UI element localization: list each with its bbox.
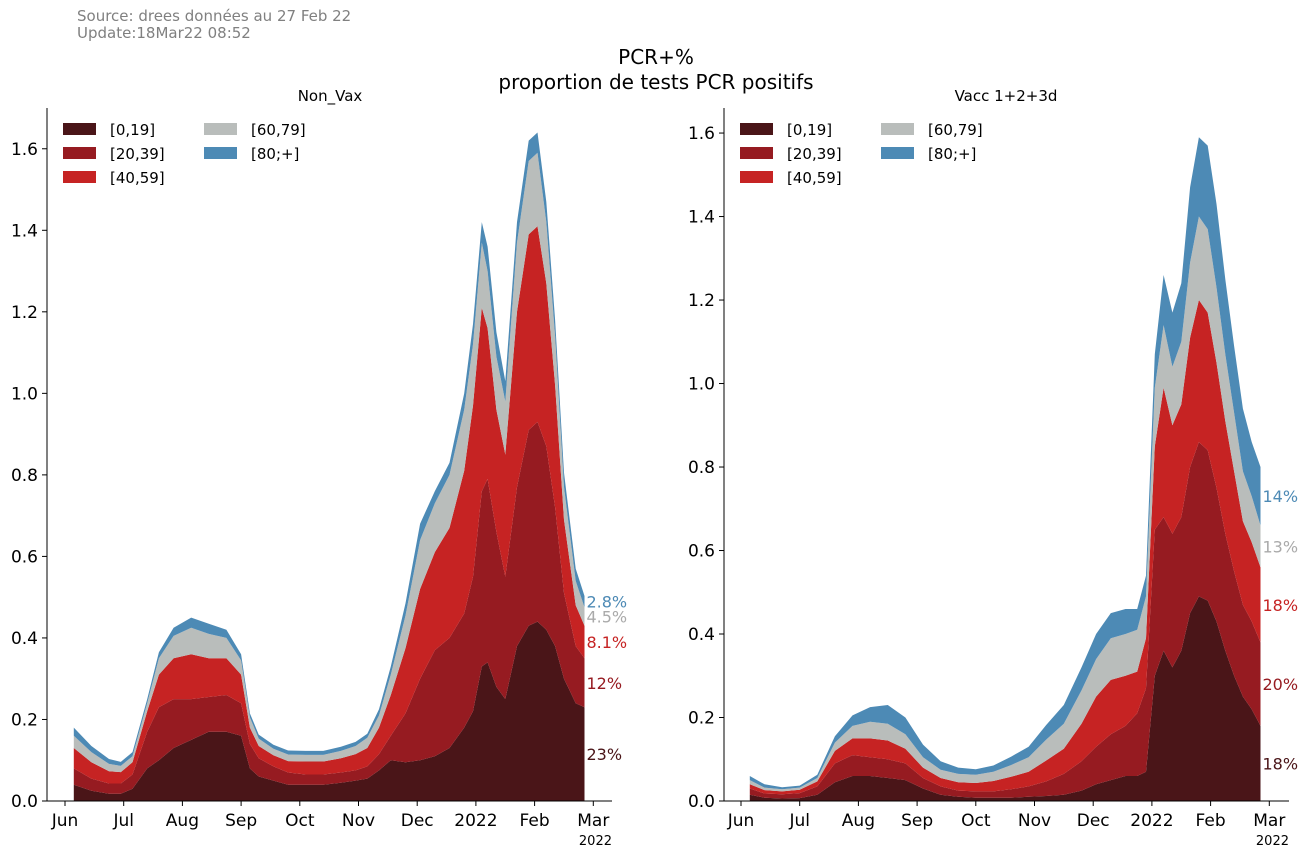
- x-tick-label: Nov: [342, 811, 375, 831]
- legend-swatch-5-panel-1: [204, 147, 237, 159]
- figure-title: PCR+%: [618, 45, 694, 69]
- area-40-59-panel-1: [73, 226, 585, 784]
- y-tick-label: 1.4: [11, 221, 38, 241]
- end-label-5-panel-1: 2.8%: [586, 593, 627, 612]
- y-tick-label: 0.6: [11, 547, 38, 567]
- legend-label-5-panel-1: [80;+]: [251, 145, 299, 163]
- x-tick-label: Sep: [901, 811, 933, 831]
- x-tick-label: Jun: [51, 811, 79, 831]
- end-label-1-panel-2: 18%: [1262, 754, 1298, 773]
- legend-label-4-panel-2: [60,79]: [928, 121, 983, 139]
- x-tick-label: Nov: [1018, 811, 1051, 831]
- y-tick-label: 0.8: [688, 458, 715, 478]
- legend-swatch-3-panel-1: [63, 171, 96, 183]
- y-tick-label: 1.0: [688, 375, 715, 395]
- area-60-79-panel-1: [73, 152, 585, 773]
- y-tick-label: 1.6: [11, 140, 38, 160]
- area-40-59-panel-2: [749, 300, 1261, 795]
- legend-label-3-panel-2: [40,59]: [787, 169, 842, 187]
- area-20-39-panel-2: [749, 442, 1261, 799]
- area-60-79-panel-2: [749, 216, 1261, 792]
- x-tick-label: Dec: [1077, 811, 1110, 831]
- y-tick-label: 0.0: [688, 792, 715, 812]
- x-tick-label: Oct: [285, 811, 315, 831]
- area-20-39-panel-1: [73, 421, 585, 794]
- y-tick-label: 1.4: [688, 208, 715, 228]
- update-note: Update:18Mar22 08:52: [77, 24, 251, 42]
- y-tick-label: 1.6: [688, 124, 715, 144]
- figure-subtitle: proportion de tests PCR positifs: [498, 70, 814, 94]
- x-axis-year-note: 2022: [1256, 834, 1289, 849]
- panel-title-1: Non_Vax: [298, 87, 363, 106]
- y-tick-label: 1.2: [11, 303, 38, 323]
- legend-swatch-5-panel-2: [881, 147, 914, 159]
- legend-label-4-panel-1: [60,79]: [251, 121, 306, 139]
- x-axis-year-note: 2022: [579, 834, 612, 849]
- legend-swatch-3-panel-2: [740, 171, 773, 183]
- end-label-5-panel-2: 14%: [1262, 487, 1298, 506]
- legend-swatch-2-panel-1: [63, 147, 96, 159]
- y-tick-label: 0.4: [11, 629, 38, 649]
- x-tick-label: Dec: [401, 811, 434, 831]
- x-tick-label: Feb: [1196, 811, 1226, 831]
- end-label-3-panel-2: 18%: [1262, 596, 1298, 615]
- x-tick-label: Feb: [520, 811, 550, 831]
- legend-label-2-panel-1: [20,39]: [110, 145, 165, 163]
- end-label-2-panel-2: 20%: [1262, 675, 1298, 694]
- source-note: Source: drees données au 27 Feb 22: [77, 7, 352, 25]
- x-tick-label: Jul: [788, 811, 810, 831]
- y-tick-label: 0.2: [688, 709, 715, 729]
- panel-title-2: Vacc 1+2+3d: [955, 87, 1058, 105]
- x-tick-label: 2022: [1130, 811, 1173, 831]
- y-tick-label: 0.2: [11, 710, 38, 730]
- y-tick-label: 1.0: [11, 384, 38, 404]
- end-label-4-panel-1: 4.5%: [586, 608, 627, 627]
- legend-label-2-panel-2: [20,39]: [787, 145, 842, 163]
- x-tick-label: 2022: [454, 811, 497, 831]
- area-0-19-panel-2: [749, 596, 1261, 801]
- area-80-panel-2: [749, 137, 1261, 790]
- legend-label-3-panel-1: [40,59]: [110, 169, 165, 187]
- x-tick-label: Jul: [112, 811, 134, 831]
- x-tick-label: Aug: [842, 811, 875, 831]
- x-tick-label: Sep: [225, 811, 257, 831]
- end-label-1-panel-1: 23%: [586, 745, 622, 764]
- y-tick-label: 0.8: [11, 466, 38, 486]
- x-tick-label: Mar: [1253, 811, 1285, 831]
- legend-swatch-2-panel-2: [740, 147, 773, 159]
- end-label-2-panel-1: 12%: [586, 674, 622, 693]
- end-label-4-panel-2: 13%: [1262, 537, 1298, 556]
- y-tick-label: 0.6: [688, 542, 715, 562]
- x-tick-label: Mar: [577, 811, 609, 831]
- x-tick-label: Jun: [727, 811, 755, 831]
- y-tick-label: 0.0: [11, 792, 38, 812]
- y-tick-label: 0.4: [688, 625, 715, 645]
- y-tick-label: 1.2: [688, 291, 715, 311]
- legend-label-5-panel-2: [80;+]: [928, 145, 976, 163]
- x-tick-label: Aug: [166, 811, 199, 831]
- area-0-19-panel-1: [73, 621, 585, 801]
- legend-swatch-1-panel-1: [63, 123, 96, 135]
- legend-swatch-4-panel-1: [204, 123, 237, 135]
- legend-swatch-4-panel-2: [881, 123, 914, 135]
- legend-swatch-1-panel-2: [740, 123, 773, 135]
- legend-label-1-panel-2: [0,19]: [787, 121, 832, 139]
- x-tick-label: Oct: [961, 811, 991, 831]
- end-label-3-panel-1: 8.1%: [586, 633, 627, 652]
- legend-label-1-panel-1: [0,19]: [110, 121, 155, 139]
